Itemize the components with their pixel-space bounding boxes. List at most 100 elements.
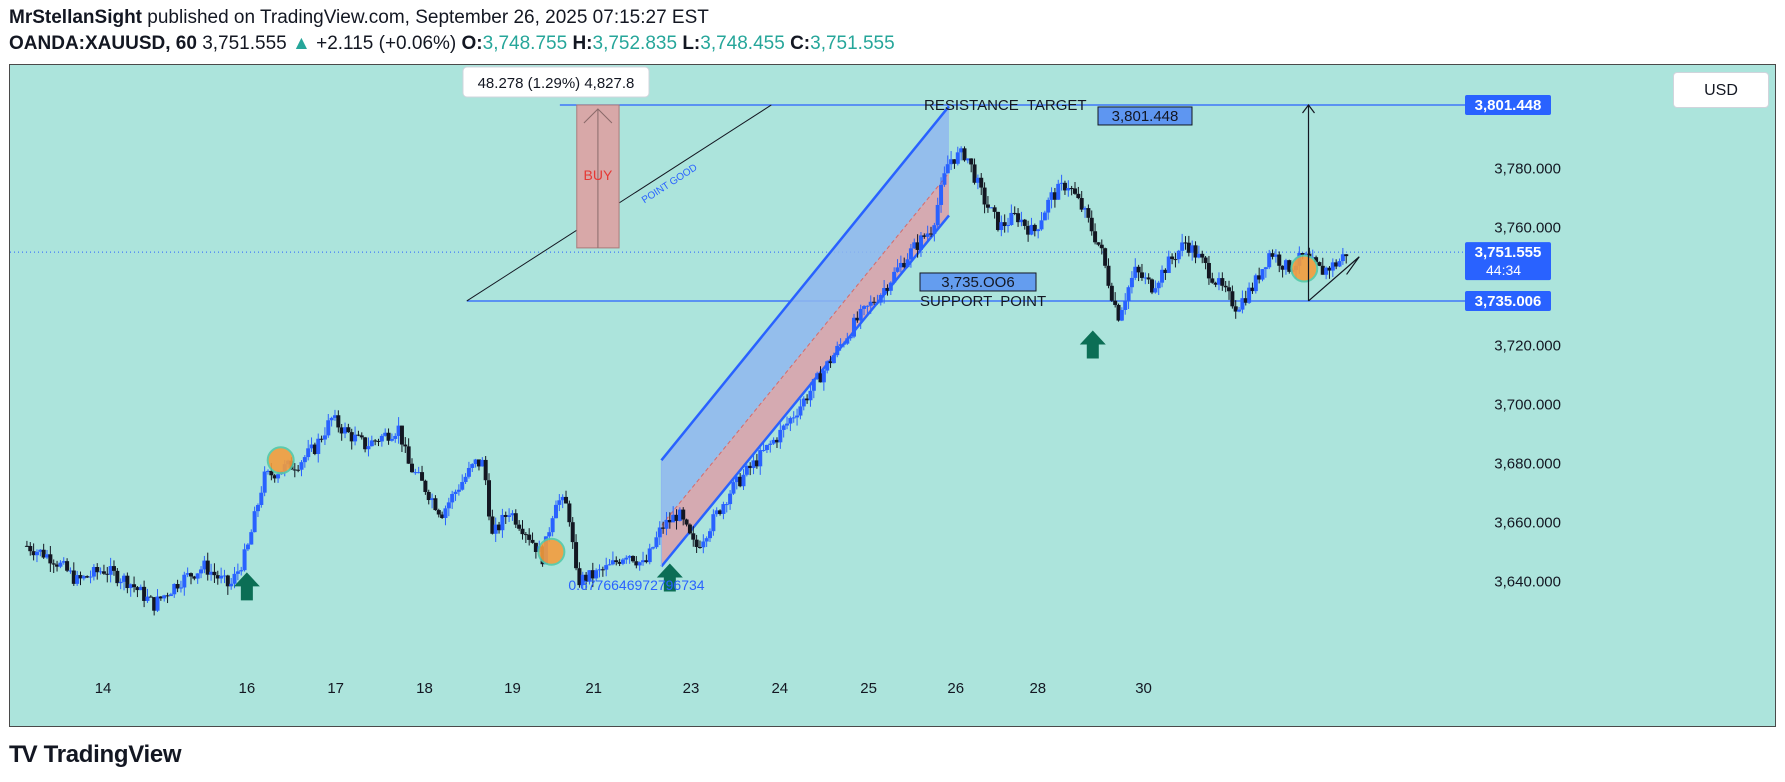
candle-body xyxy=(222,575,227,577)
candle-body xyxy=(363,437,368,450)
candle-body xyxy=(875,302,880,304)
candle-body xyxy=(527,534,532,540)
candle-body xyxy=(1052,192,1057,200)
candle-body xyxy=(446,502,451,509)
x-tick-label: 26 xyxy=(947,680,964,697)
candle-body xyxy=(858,308,863,321)
candle-body xyxy=(734,476,739,483)
candle-body xyxy=(932,225,937,234)
candle-body xyxy=(399,425,404,445)
candle-body xyxy=(376,440,381,442)
candle-body xyxy=(175,584,180,589)
candle-body xyxy=(939,184,944,205)
candle-body xyxy=(309,444,314,449)
candle-body xyxy=(386,432,391,441)
candle-body xyxy=(1324,267,1329,275)
candle-body xyxy=(266,470,271,472)
candle-body xyxy=(795,415,800,418)
candle-body xyxy=(1257,275,1262,280)
candle-body xyxy=(1153,288,1158,293)
candle-body xyxy=(24,545,29,547)
candle-body xyxy=(845,338,850,344)
candle-body xyxy=(671,514,676,523)
chart-pane[interactable]: POINT GOOD BUY 48.278 (1.29%) 4,827.8 0.677… xyxy=(9,64,1776,727)
tradingview-logo[interactable]: TV TradingView xyxy=(9,740,182,770)
candle-body xyxy=(209,571,214,575)
candle-body xyxy=(185,573,190,575)
candle-body xyxy=(580,574,585,586)
candle-body xyxy=(768,443,773,445)
candle-body xyxy=(728,493,733,505)
candle-body xyxy=(1019,219,1024,223)
candle-body xyxy=(152,597,157,611)
candle-body xyxy=(1076,193,1081,199)
x-tick-label: 28 xyxy=(1029,680,1046,697)
symbol-label[interactable]: OANDA:XAUUSD, 60 xyxy=(9,33,197,54)
published-text: published on TradingView.com, September … xyxy=(147,7,709,28)
candle-body xyxy=(862,306,867,309)
candle-body xyxy=(1263,267,1268,270)
candle-body xyxy=(346,427,351,433)
x-tick-label: 23 xyxy=(683,680,700,697)
candle-body xyxy=(614,560,619,563)
candle-body xyxy=(34,551,39,556)
candle-body xyxy=(1042,212,1047,221)
candle-body xyxy=(530,539,535,543)
candle-body xyxy=(878,294,883,303)
candle-body xyxy=(701,541,706,548)
price-tag xyxy=(1465,94,1551,115)
signal-marker-0 xyxy=(266,446,295,475)
candle-body xyxy=(1273,254,1278,257)
candle-body xyxy=(1156,282,1161,289)
candle-body xyxy=(306,448,311,458)
candle-body xyxy=(145,596,150,601)
candle-body xyxy=(570,522,575,543)
candle-body xyxy=(908,248,913,260)
author-name[interactable]: MrStellanSight xyxy=(9,7,143,28)
candle-body xyxy=(1139,272,1144,278)
candle-body xyxy=(122,575,127,582)
candle-body xyxy=(637,562,642,566)
candle-body xyxy=(825,361,830,371)
high-label: H: xyxy=(572,33,593,54)
candle-body xyxy=(235,571,240,574)
candle-body xyxy=(704,538,709,542)
y-tick-label: 3,700.000 xyxy=(1494,396,1561,413)
candle-body xyxy=(604,565,609,570)
candle-body xyxy=(821,370,826,383)
x-tick-label: 21 xyxy=(585,680,602,697)
high-value: 3,752.835 xyxy=(592,33,678,54)
y-tick-label: 3,680.000 xyxy=(1494,455,1561,472)
candle-body xyxy=(31,551,36,556)
candle-body xyxy=(45,554,50,558)
candle-body xyxy=(815,373,820,379)
candle-body xyxy=(697,547,702,549)
support-value-box xyxy=(919,272,1037,292)
price-tag xyxy=(1465,290,1551,311)
candle-body xyxy=(81,576,86,579)
candle-body xyxy=(356,434,361,436)
last-price: 3,751.555 xyxy=(202,33,287,54)
channel-inner-fill xyxy=(661,172,949,567)
candle-body xyxy=(349,432,354,442)
candle-body xyxy=(1133,266,1138,278)
signal-marker-1 xyxy=(537,537,566,566)
candle-body xyxy=(1330,262,1335,271)
channel-lower-line xyxy=(660,214,950,568)
candle-body xyxy=(51,563,56,565)
candle-body xyxy=(590,570,595,579)
candle-body xyxy=(657,527,662,538)
candle-body xyxy=(111,566,116,571)
candle-body xyxy=(1072,188,1077,194)
candle-body xyxy=(41,549,46,558)
candle-body xyxy=(1317,262,1322,266)
candle-body xyxy=(225,575,230,587)
candle-body xyxy=(232,573,237,584)
candle-body xyxy=(142,586,147,601)
candle-body xyxy=(520,528,525,535)
candle-body xyxy=(791,417,796,419)
currency-button[interactable]: USD xyxy=(1673,72,1769,108)
candle-body xyxy=(393,435,398,439)
price-axis xyxy=(1470,65,1775,726)
